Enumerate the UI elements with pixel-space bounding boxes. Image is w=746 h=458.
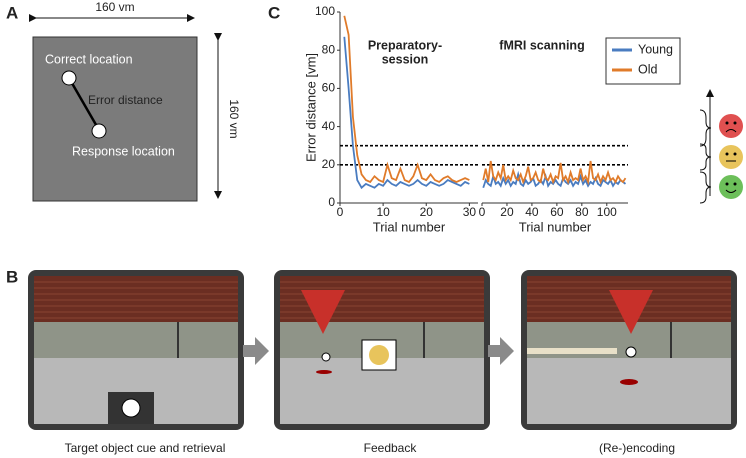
cone	[609, 290, 653, 334]
arena	[32, 36, 198, 202]
ball	[625, 346, 637, 358]
series-line	[343, 15, 470, 184]
chart-title: fMRI scanning	[499, 38, 584, 52]
y-tick-label: 80	[322, 42, 336, 56]
x-tick-label: 40	[525, 205, 539, 219]
panel-label: C	[268, 3, 280, 22]
y-tick-label: 0	[328, 195, 335, 209]
x-tick-label: 60	[550, 205, 564, 219]
x-tick-label: 80	[575, 205, 589, 219]
legend-box	[605, 37, 681, 85]
chart-title: Preparatory-	[368, 38, 442, 52]
caption: Feedback	[364, 441, 418, 455]
y-tick-label: 60	[322, 81, 336, 95]
x-tick-label: 20	[420, 205, 434, 219]
ball	[321, 352, 331, 362]
x-tick-label: 0	[337, 205, 344, 219]
flow-arrow	[488, 337, 514, 365]
correct-label: Correct location	[45, 52, 133, 66]
x-tick-label: 0	[479, 205, 486, 219]
x-axis-label: Trial number	[519, 219, 592, 234]
hole	[316, 370, 332, 374]
legend-label: Young	[638, 42, 673, 56]
y-axis-label: Error distance [vm]	[303, 53, 318, 162]
error-line	[67, 77, 101, 131]
correct-dot	[61, 70, 77, 86]
ceiling	[34, 276, 238, 322]
ball	[121, 398, 141, 418]
series-line	[482, 170, 627, 189]
x-tick-label: 20	[500, 205, 514, 219]
y-tick-label: 20	[322, 157, 336, 171]
x-axis-label: Trial number	[373, 219, 446, 234]
series-line	[482, 160, 627, 186]
wall	[34, 322, 238, 358]
legend-label: Old	[638, 62, 658, 76]
caption: (Re-)encoding	[599, 441, 675, 455]
x-tick-label: 100	[597, 205, 617, 219]
screenshot	[521, 270, 737, 430]
series-line	[343, 36, 470, 190]
flow-arrow	[243, 337, 269, 365]
caption: Target object cue and retrieval	[65, 441, 226, 455]
response-dot	[91, 123, 107, 139]
response-label: Response location	[72, 144, 175, 158]
width-label: 160 vm	[95, 0, 134, 14]
panel-label: A	[6, 3, 18, 22]
threshold-icons	[699, 89, 743, 204]
y-tick-label: 40	[322, 119, 336, 133]
height-label: 160 vm	[227, 99, 241, 138]
x-tick-label: 30	[463, 205, 477, 219]
screenshot	[274, 270, 490, 430]
chart-title: session	[382, 52, 429, 66]
face	[369, 345, 389, 365]
cone	[301, 290, 345, 334]
hole	[620, 379, 638, 385]
panel-label: B	[6, 267, 18, 286]
y-tick-label: 100	[315, 4, 335, 18]
screenshot	[28, 270, 244, 430]
error-label: Error distance	[88, 93, 163, 107]
floor	[527, 358, 731, 424]
x-tick-label: 10	[376, 205, 390, 219]
banner	[527, 348, 617, 354]
